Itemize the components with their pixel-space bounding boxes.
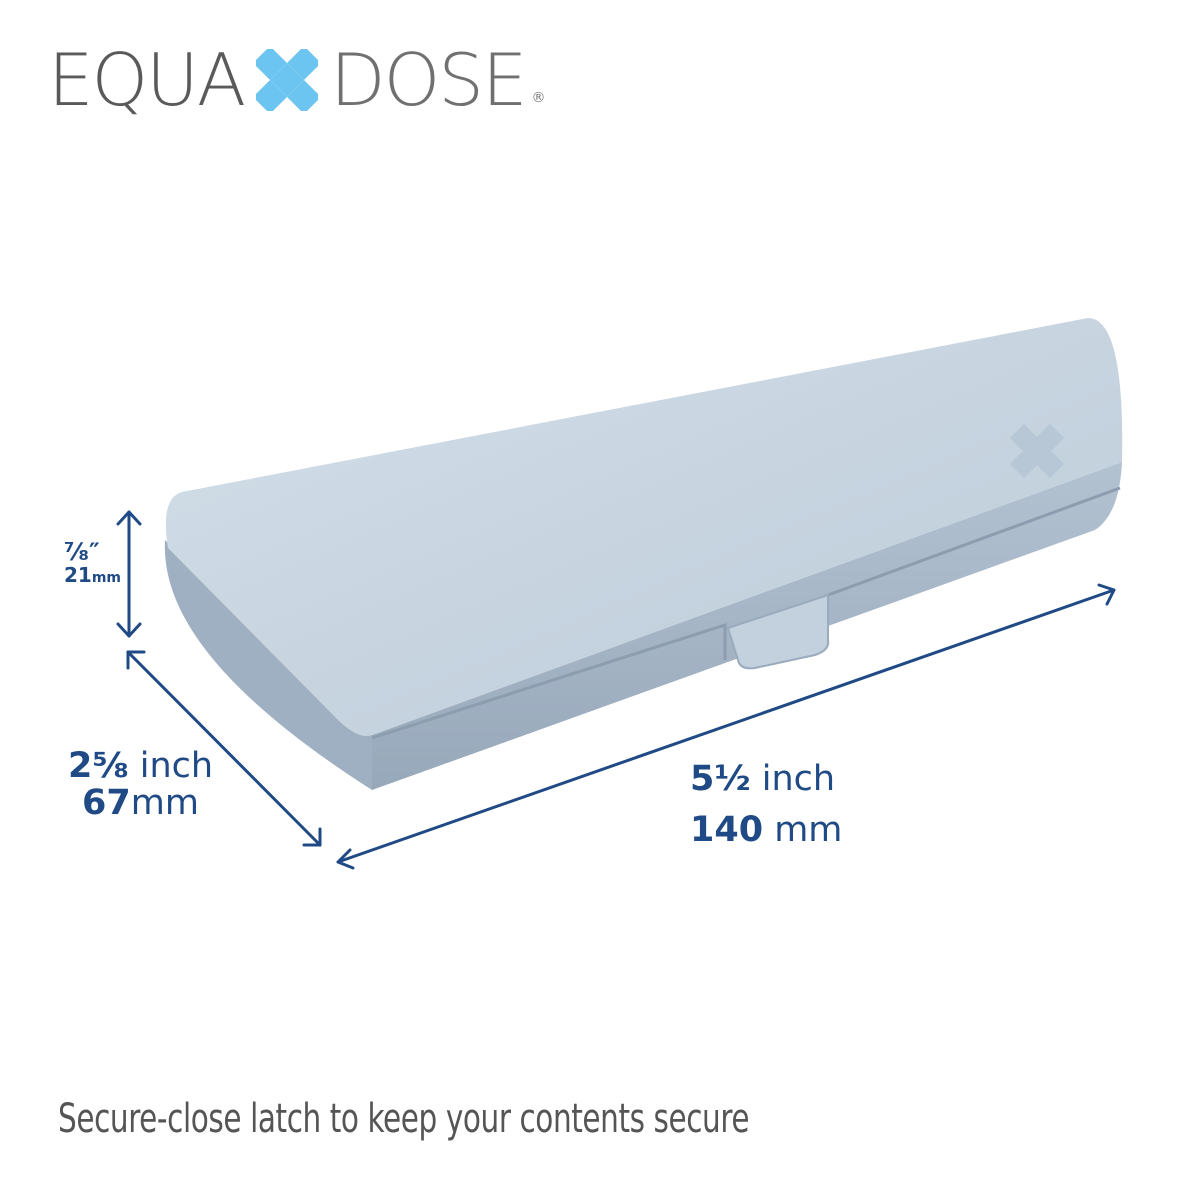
brand-text-left: EQUA <box>48 38 246 122</box>
height-imperial: ⁷⁄₈″ <box>64 538 100 566</box>
length-metric-value: 140 <box>690 809 764 850</box>
brand-logo: EQUA DOSE ® <box>48 40 545 120</box>
case-left-side <box>164 540 372 790</box>
depth-label: 2⅝ inch 67mm <box>68 748 213 822</box>
lid-seam <box>371 486 1121 740</box>
depth-imperial-value: 2⅝ <box>68 746 129 786</box>
depth-metric-unit: mm <box>130 782 199 823</box>
registered-mark: ® <box>531 90 546 106</box>
depth-arrow <box>126 650 322 847</box>
depth-imperial-unit: inch <box>128 746 214 786</box>
depth-metric-value: 67 <box>82 782 131 823</box>
height-metric-unit: mm <box>91 570 122 587</box>
brand-x-mark-icon <box>256 49 319 111</box>
length-metric-unit: mm <box>763 809 843 850</box>
pill-case <box>164 318 1123 790</box>
lid-x-mark-icon <box>1009 423 1065 479</box>
length-label: 5½ inch 140 mm <box>690 754 842 856</box>
length-arrow <box>336 583 1116 870</box>
length-imperial-unit: inch <box>750 759 836 799</box>
latch <box>726 593 830 670</box>
height-arrow <box>116 510 142 638</box>
length-imperial-value: 5½ <box>690 759 751 799</box>
height-label: ⁷⁄₈″ 21mm <box>64 538 122 588</box>
case-lid-top <box>165 318 1123 737</box>
height-metric-value: 21 <box>64 563 92 588</box>
feature-caption: Secure-close latch to keep your contents… <box>58 1096 750 1142</box>
brand-text-right: DOSE <box>330 38 527 122</box>
